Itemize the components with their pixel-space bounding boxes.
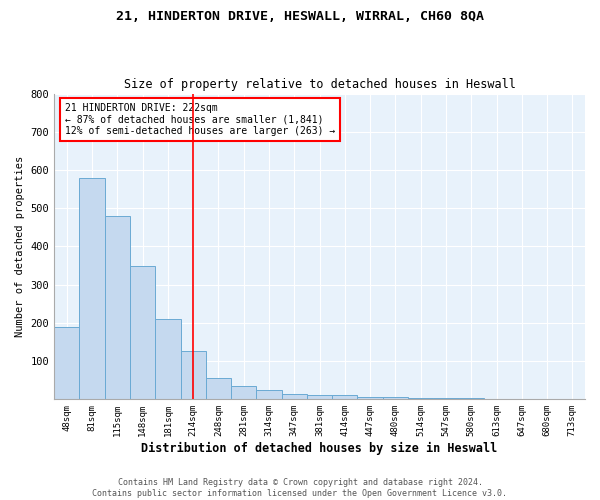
Bar xyxy=(256,390,281,399)
Text: 21 HINDERTON DRIVE: 222sqm
← 87% of detached houses are smaller (1,841)
12% of s: 21 HINDERTON DRIVE: 222sqm ← 87% of deta… xyxy=(65,102,335,136)
Text: 21, HINDERTON DRIVE, HESWALL, WIRRAL, CH60 8QA: 21, HINDERTON DRIVE, HESWALL, WIRRAL, CH… xyxy=(116,10,484,23)
Bar xyxy=(54,326,79,399)
Bar xyxy=(231,386,256,399)
Text: Contains HM Land Registry data © Crown copyright and database right 2024.
Contai: Contains HM Land Registry data © Crown c… xyxy=(92,478,508,498)
X-axis label: Distribution of detached houses by size in Heswall: Distribution of detached houses by size … xyxy=(142,442,498,455)
Bar xyxy=(281,394,307,399)
Bar xyxy=(307,396,332,399)
Title: Size of property relative to detached houses in Heswall: Size of property relative to detached ho… xyxy=(124,78,515,91)
Bar xyxy=(458,398,484,399)
Bar xyxy=(79,178,105,399)
Y-axis label: Number of detached properties: Number of detached properties xyxy=(15,156,25,337)
Bar xyxy=(155,319,181,399)
Bar xyxy=(130,266,155,399)
Bar xyxy=(206,378,231,399)
Bar xyxy=(358,396,383,399)
Bar xyxy=(105,216,130,399)
Bar xyxy=(383,398,408,399)
Bar xyxy=(408,398,433,399)
Bar xyxy=(181,352,206,399)
Bar xyxy=(332,396,358,399)
Bar xyxy=(433,398,458,399)
